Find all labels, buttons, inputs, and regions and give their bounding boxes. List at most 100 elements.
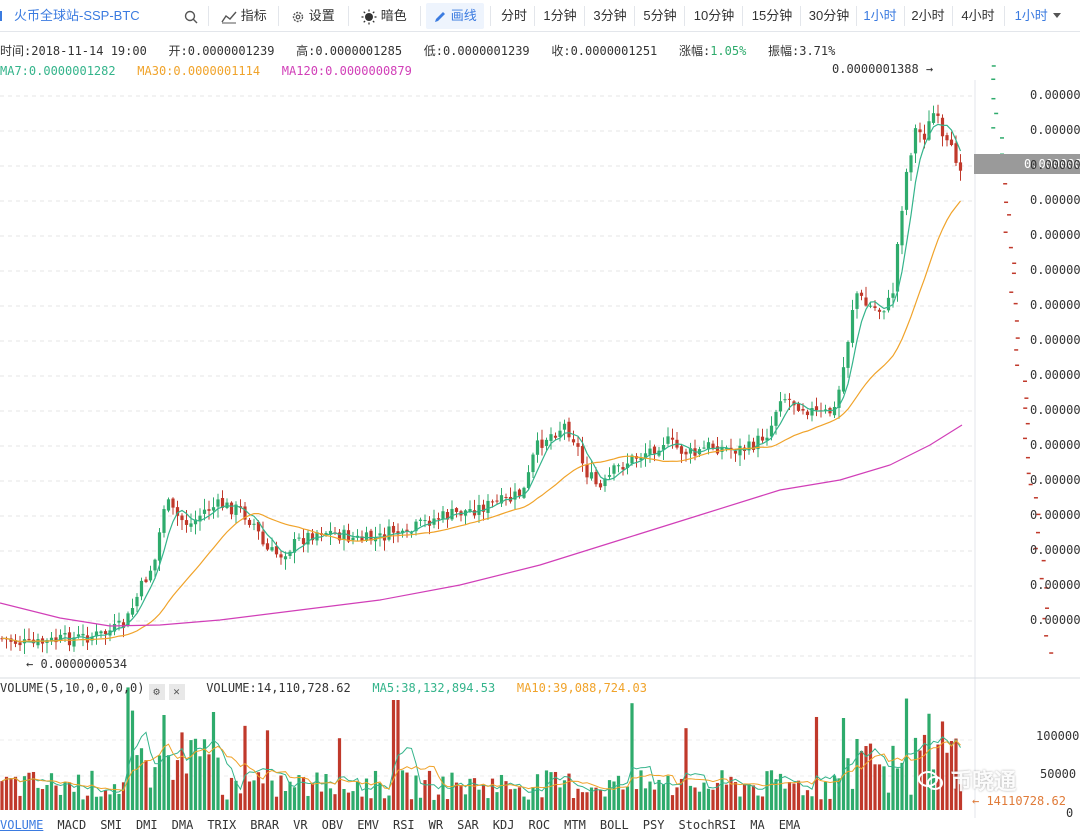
price-chart[interactable] — [0, 32, 1080, 818]
price-axis-label: 0.000000 — [1030, 438, 1080, 452]
indicator-tab-ma[interactable]: MA — [750, 818, 765, 832]
candle-body — [927, 121, 931, 140]
candle-body — [796, 403, 801, 411]
indicator-tab-sar[interactable]: SAR — [457, 818, 479, 832]
depth-mark — [1041, 559, 1046, 562]
volume-bar — [765, 771, 769, 810]
volume-bar — [445, 799, 450, 810]
depth-mark — [1013, 302, 1018, 305]
indicator-tab-dma[interactable]: DMA — [171, 818, 194, 832]
indicator-tab-mtm[interactable]: MTM — [564, 818, 586, 832]
timeframe-dropdown-value: 1小时 — [1014, 8, 1048, 23]
volume-bar — [693, 787, 697, 810]
menu-icon — [0, 11, 10, 21]
tab-timeframe-3[interactable]: 5分钟 — [643, 8, 677, 23]
indicator-tab-trix[interactable]: TRIX — [207, 818, 237, 832]
volume-bar — [639, 770, 643, 810]
candle-body — [414, 521, 418, 532]
volume-bar — [949, 740, 954, 810]
volume-bar — [882, 766, 886, 810]
volume-bar — [490, 778, 495, 810]
indicator-tab-volume[interactable]: VOLUME — [0, 818, 44, 832]
candle-body — [198, 515, 202, 522]
candle-body — [324, 533, 328, 535]
settings-button[interactable]: 设置 — [284, 3, 342, 29]
candle-body — [274, 546, 279, 555]
search-button[interactable] — [178, 3, 204, 29]
draw-line-button[interactable]: 画线 — [426, 3, 484, 29]
volume-bar — [67, 782, 72, 810]
candle-body — [49, 637, 54, 642]
indicator-tab-psy[interactable]: PSY — [642, 818, 665, 832]
candle-body — [679, 446, 684, 454]
indicators-button[interactable]: 指标 — [214, 3, 274, 29]
volume-close-button[interactable]: ✕ — [168, 684, 185, 700]
volume-settings-button[interactable]: ⚙ — [148, 684, 165, 700]
depth-mark — [1044, 587, 1049, 589]
tab-timeframe-2[interactable]: 3分钟 — [593, 8, 627, 23]
volume-bar — [549, 772, 553, 810]
depth-mark — [1015, 337, 1020, 339]
candle-body — [931, 113, 936, 123]
volume-bar — [585, 792, 589, 810]
volume-bar — [306, 795, 310, 810]
volume-bar — [0, 781, 4, 810]
tab-timeframe-9[interactable]: 4小时 — [961, 8, 995, 23]
candle-body — [310, 533, 315, 541]
tab-timeframe-7[interactable]: 1小时 — [863, 8, 897, 23]
candle-body — [270, 547, 274, 551]
tab-timeframe-5[interactable]: 15分钟 — [751, 8, 793, 23]
volume-bar — [688, 785, 693, 810]
ma30-line — [1, 200, 961, 643]
volume-ma5-line — [1, 731, 961, 794]
indicator-tab-wr[interactable]: WR — [428, 818, 444, 832]
candle-body — [648, 448, 652, 455]
volume-bar — [207, 754, 211, 810]
caret-down-icon — [1053, 13, 1062, 18]
indicator-tab-smi[interactable]: SMI — [100, 818, 122, 832]
tab-timeframe-8[interactable]: 2小时 — [911, 8, 945, 23]
volume-bar — [418, 797, 423, 810]
indicator-tab-macd[interactable]: MACD — [57, 818, 87, 832]
candle-body — [913, 128, 918, 154]
price-axis-label: 0.000000 — [1030, 508, 1080, 522]
volume-bar — [360, 796, 364, 810]
volume-bar — [180, 732, 184, 810]
volume-bar — [58, 794, 63, 810]
candle-body — [958, 162, 963, 171]
candle-body — [297, 537, 301, 539]
tab-timeframe-6[interactable]: 30分钟 — [808, 8, 850, 23]
candle-body — [220, 498, 225, 508]
volume-header: VOLUME(5,10,0,0,0,0) ⚙ ✕ VOLUME:14,110,728… — [0, 681, 647, 700]
indicator-tab-brar[interactable]: BRAR — [250, 818, 280, 832]
volume-bar — [441, 776, 445, 810]
tab-timeframe-0[interactable]: 分时 — [500, 8, 527, 23]
candle-body — [765, 437, 769, 441]
indicator-tab-stochrsi[interactable]: StochRSI — [678, 818, 737, 832]
volume-bar — [598, 790, 603, 810]
candle-body — [337, 532, 342, 541]
volume-bar — [22, 776, 27, 810]
volume-bar — [76, 774, 81, 810]
dark-mode-button[interactable]: 暗色 — [354, 3, 414, 29]
volume-bar — [706, 788, 711, 810]
tab-timeframe-4[interactable]: 10分钟 — [693, 8, 735, 23]
indicator-tab-emv[interactable]: EMV — [357, 818, 379, 832]
candle-body — [342, 529, 346, 540]
indicator-tab-dmi[interactable]: DMI — [135, 818, 158, 832]
indicator-tab-rsi[interactable]: RSI — [392, 818, 415, 832]
candle-body — [661, 445, 666, 450]
timeframe-dropdown[interactable]: 1小时 — [1008, 3, 1068, 29]
volume-bar — [49, 773, 54, 810]
symbol-selector[interactable]: 火币全球站-SSP-BTC — [0, 3, 170, 29]
tab-timeframe-1[interactable]: 1分钟 — [543, 8, 577, 23]
indicator-tab-boll[interactable]: BOLL — [599, 818, 629, 832]
candle-body — [360, 536, 364, 542]
candle-body — [751, 441, 756, 450]
volume-bar — [778, 773, 783, 810]
indicator-tab-roc[interactable]: ROC — [528, 818, 551, 832]
indicator-tab-ema[interactable]: EMA — [778, 818, 801, 832]
indicator-tab-vr[interactable]: VR — [293, 818, 308, 832]
indicator-tab-obv[interactable]: OBV — [321, 818, 344, 832]
indicator-tab-kdj[interactable]: KDJ — [492, 818, 515, 832]
